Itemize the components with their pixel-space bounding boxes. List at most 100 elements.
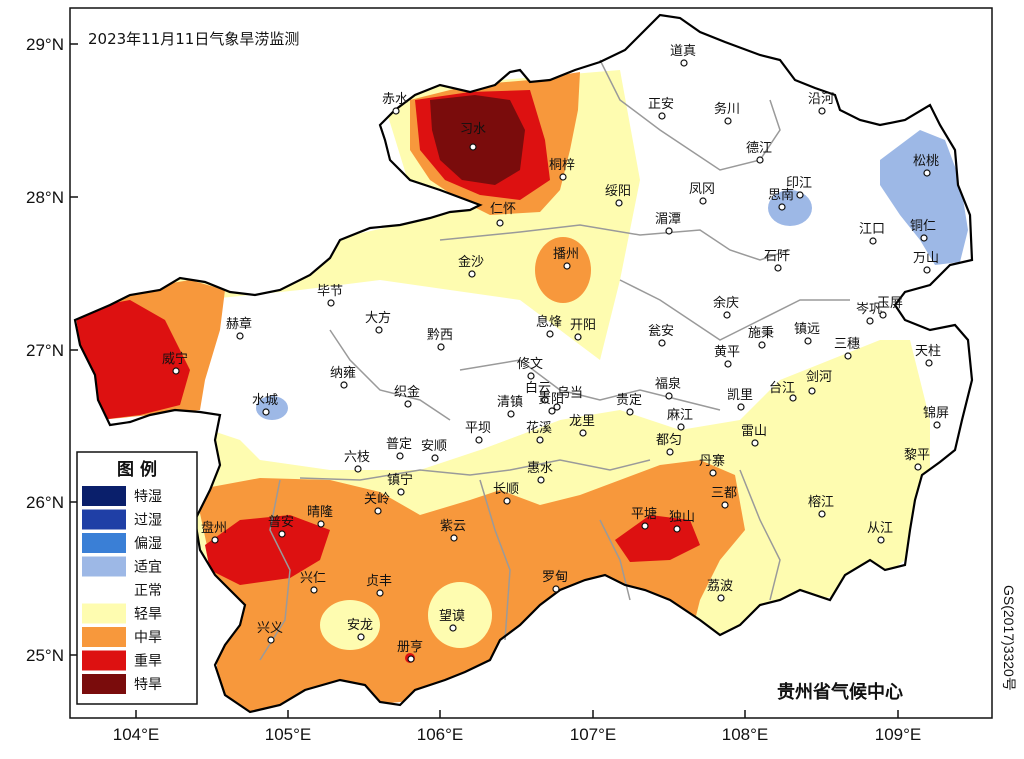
legend-label: 偏湿 [134,536,162,552]
station-dot [615,199,623,207]
station-dot [340,381,348,389]
station-label: 铜仁 [910,219,936,234]
station-dot [468,270,476,278]
station-dot [789,394,797,402]
station-marker: 息烽 [536,314,562,338]
station-dot [503,497,511,505]
station-label: 德江 [746,141,772,156]
station-marker: 长顺 [493,482,519,505]
station-label: 关岭 [364,492,390,507]
station-label: 纳雍 [330,365,356,381]
station-marker: 白云 [525,380,551,404]
station-marker: 黄平 [714,345,740,368]
lon-tick-label: 109°E [875,725,922,744]
station-label: 三穗 [834,337,860,352]
station-label: 江口 [859,222,885,237]
station-label: 绥阳 [605,184,631,199]
station-dot [920,234,928,242]
station-dot [354,465,362,473]
station-dot [818,107,826,115]
station-marker: 独山 [669,510,695,533]
station-dot [404,400,412,408]
legend-label: 特湿 [134,489,162,505]
station-label: 赤水 [382,92,408,107]
station-marker: 正安 [648,97,674,120]
station-marker: 习水 [460,122,486,151]
station-dot [376,589,384,597]
station-marker: 道真 [670,44,696,67]
station-marker: 安龙 [347,618,373,641]
lat-tick-label: 27°N [26,341,64,360]
station-marker: 天柱 [915,344,941,367]
station-label: 长顺 [493,482,519,497]
station-dot [877,536,885,544]
legend-swatch [82,533,126,553]
station-label: 盘州 [201,520,227,536]
station-label: 紫云 [440,519,466,534]
station-dot [437,343,445,351]
station-dot [579,429,587,437]
station-dot [737,403,745,411]
station-dot [262,408,270,416]
station-label: 毕节 [317,284,343,299]
station-label: 松桃 [913,154,939,169]
station-label: 剑河 [806,369,832,385]
station-label: 仁怀 [490,202,516,217]
station-marker: 石阡 [764,249,790,272]
station-dot [267,636,275,644]
station-marker: 兴仁 [300,571,326,594]
station-dot [563,262,571,270]
legend-swatch [82,650,126,671]
lon-tick-label: 108°E [722,725,769,744]
station-label: 罗甸 [542,570,568,585]
station-dot [552,585,560,593]
station-dot [796,191,804,199]
station-dot [666,448,674,456]
station-marker: 都匀 [656,433,682,456]
station-label: 余庆 [713,295,739,311]
station-label: 天柱 [915,344,941,359]
station-marker: 剑河 [806,369,832,395]
station-label: 册亨 [397,639,423,655]
station-marker: 江口 [859,222,885,245]
station-dot [537,476,545,484]
axis-ticks: 104°E 105°E 106°E 107°E 108°E 109°E 29°N 28°N 27… [26,35,921,744]
prefecture-boundaries [259,59,850,661]
station-marker: 织金 [394,384,420,408]
station-label: 清镇 [497,395,523,410]
station-label: 贞丰 [366,574,392,589]
station-label: 乌当 [557,385,583,401]
station-marker: 盘州 [201,520,227,544]
station-label: 白云 [525,380,551,396]
station-marker: 水城 [252,393,278,416]
zone-moderate-zunyi [535,237,591,303]
station-dot [278,530,286,538]
station-dot [396,452,404,460]
station-dot [374,507,382,515]
station-dot [641,522,649,530]
legend-swatch [82,603,126,624]
station-dot [709,469,717,477]
station-dot [327,299,335,307]
station-marker: 赫章 [226,316,252,340]
lon-tick-label: 104°E [113,725,160,744]
province-outline [73,13,974,714]
legend-label: 轻旱 [134,607,162,623]
station-label: 晴隆 [307,505,333,520]
legend-swatch [82,556,126,577]
legend-label: 正常 [134,583,162,599]
legend-swatch [81,579,127,601]
station-dot [673,525,681,533]
station-dot [724,117,732,125]
station-dot [574,333,582,341]
zone-light-anlong [320,600,380,650]
station-label: 福泉 [655,376,681,392]
station-label: 安龙 [347,618,373,633]
zone-suitable-sinan [768,190,812,226]
station-dot [658,339,666,347]
station-marker: 桐梓 [549,158,575,181]
station-label: 三都 [711,486,737,501]
station-marker: 册亨 [397,639,423,663]
station-marker: 绥阳 [605,184,631,207]
